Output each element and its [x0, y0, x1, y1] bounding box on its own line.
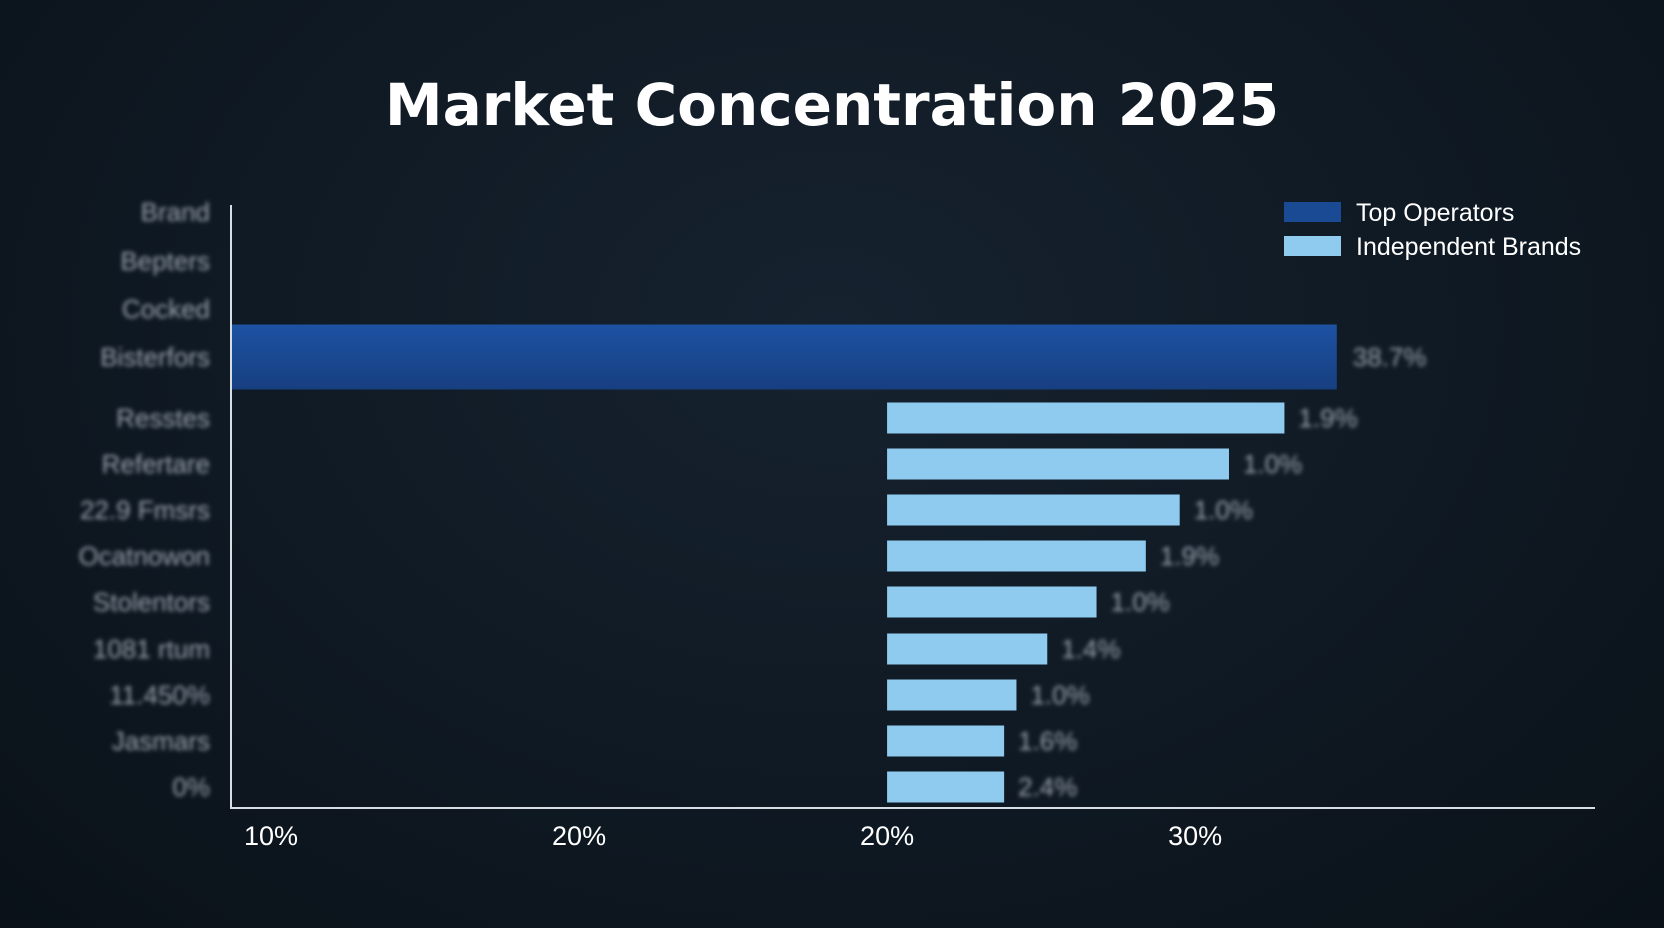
bar-value-label: 1.0%: [1194, 495, 1253, 525]
bar-independent-brands: [887, 725, 1005, 757]
y-category-label: Resstes: [116, 403, 210, 433]
y-category-label: Jasmars: [112, 726, 210, 756]
bar-value-label: 1.9%: [1160, 541, 1219, 571]
bar-top-operators: [231, 324, 1337, 390]
bar-value-label: 1.0%: [1111, 587, 1170, 617]
legend-label: Top Operators: [1356, 199, 1514, 227]
bar-value-label: 1.9%: [1298, 403, 1357, 433]
bar-series: [231, 324, 1337, 803]
bar-independent-brands: [887, 402, 1285, 434]
y-category-label: 0%: [172, 772, 210, 802]
bar-value-label: 1.6%: [1018, 726, 1077, 756]
bar-value-label: 2.4%: [1018, 772, 1077, 802]
y-category-label: Ocatnowon: [78, 541, 210, 571]
x-axis-ticks: 10% 20% 20% 30%: [244, 821, 1222, 851]
legend-swatch: [1284, 236, 1341, 256]
y-category-label: Refertare: [102, 449, 210, 479]
y-category-label: Bepters: [120, 246, 210, 276]
bar-independent-brands: [887, 540, 1146, 572]
y-category-label: Stolentors: [93, 587, 210, 617]
y-category-label: 22.9 Fmsrs: [80, 495, 210, 525]
bar-value-labels: 38.7% 1.9% 1.0% 1.0% 1.9% 1.0% 1.4% 1.0% 1.6% 2.4…: [1018, 342, 1426, 802]
bar-independent-brands: [887, 494, 1180, 526]
chart-title: Market Concentration 2025: [385, 71, 1279, 139]
bar-independent-brands: [887, 448, 1229, 480]
bar-independent-brands: [887, 771, 1005, 803]
bar-value-label: 1.0%: [1030, 680, 1089, 710]
y-category-label: 1081 rtum: [93, 634, 210, 664]
legend-label: Independent Brands: [1356, 233, 1581, 261]
y-category-label: Cocked: [122, 294, 210, 324]
legend-swatch: [1284, 202, 1341, 222]
bar-independent-brands: [887, 586, 1097, 618]
bar-independent-brands: [887, 679, 1017, 711]
y-category-label: 11.450%: [109, 680, 210, 710]
bar-value-label: 38.7%: [1353, 342, 1427, 372]
bar-independent-brands: [887, 633, 1048, 665]
y-category-label: Bisterfors: [100, 342, 210, 372]
chart-legend: Top Operators Independent Brands: [1284, 199, 1581, 261]
x-tick-label: 20%: [860, 821, 914, 851]
x-tick-label: 20%: [552, 821, 606, 851]
bar-value-label: 1.0%: [1243, 449, 1302, 479]
x-tick-label: 30%: [1168, 821, 1222, 851]
bar-value-label: 1.4%: [1061, 634, 1120, 664]
y-category-label: Brand: [141, 197, 210, 227]
x-tick-label: 10%: [244, 821, 298, 851]
y-axis-labels: Brand Bepters Cocked Bisterfors Resstes Refer…: [78, 197, 210, 802]
